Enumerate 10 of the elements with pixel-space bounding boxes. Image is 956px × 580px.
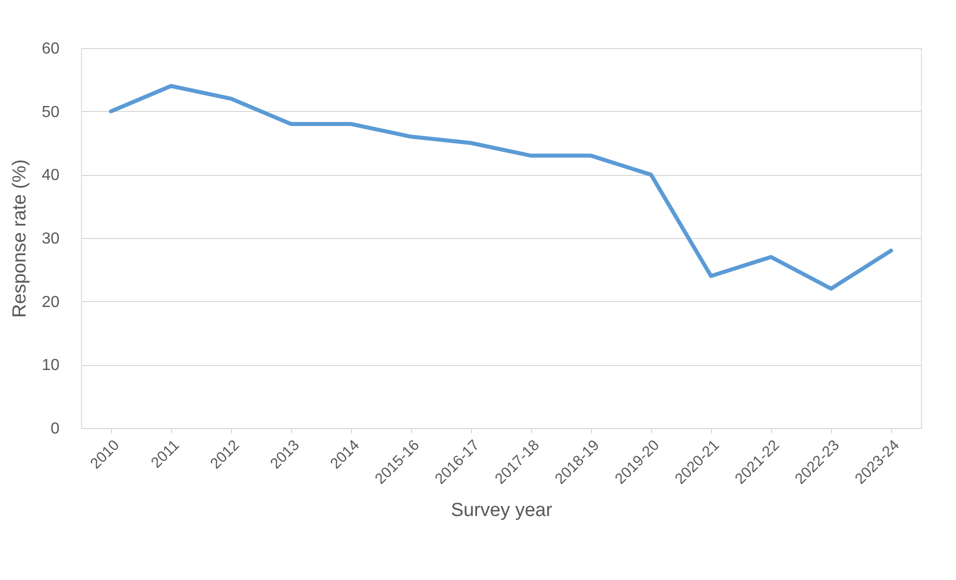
y-tick-label: 0	[50, 420, 60, 438]
x-axis-title: Survey year	[450, 500, 553, 522]
y-axis-title: Response rate (%)	[10, 159, 31, 318]
y-tick-label: 50	[42, 104, 60, 121]
y-tick-label: 40	[42, 167, 60, 184]
y-tick-label: 10	[42, 357, 60, 374]
line-series	[109, 84, 893, 291]
y-tick-label: 60	[42, 40, 60, 58]
y-tick-label: 30	[42, 230, 60, 248]
y-tick-label: 20	[42, 294, 60, 311]
